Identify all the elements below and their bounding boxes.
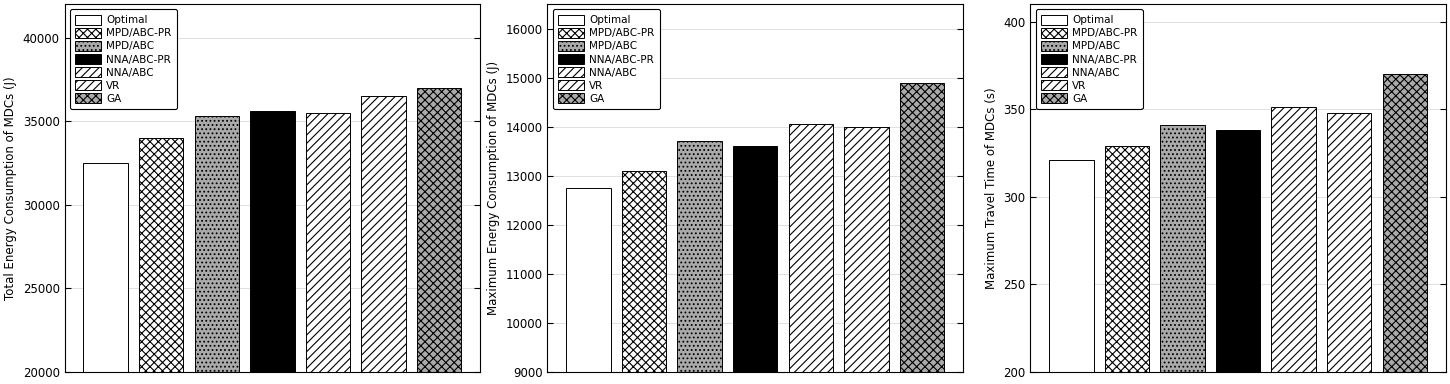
Bar (677, 141, 722, 372)
Legend: Optimal, MPD/ABC-PR, MPD/ABC, NNA/ABC-PR, NNA/ABC, VR, GA: Optimal, MPD/ABC-PR, MPD/ABC, NNA/ABC-PR… (552, 9, 660, 109)
Bar (194, 116, 239, 372)
Bar (361, 96, 406, 372)
Bar (567, 188, 610, 372)
Bar (1217, 130, 1260, 372)
Bar (1382, 74, 1427, 372)
Bar (622, 171, 667, 372)
Bar (84, 163, 128, 372)
Bar (1050, 160, 1093, 372)
Bar (306, 113, 349, 372)
Bar (734, 146, 777, 372)
Bar (1327, 113, 1372, 372)
Legend: Optimal, MPD/ABC-PR, MPD/ABC, NNA/ABC-PR, NNA/ABC, VR, GA: Optimal, MPD/ABC-PR, MPD/ABC, NNA/ABC-PR… (1035, 9, 1143, 109)
Bar (249, 111, 294, 372)
Bar (844, 127, 889, 372)
Bar (899, 83, 944, 372)
Bar (416, 88, 461, 372)
Bar (1160, 125, 1205, 372)
Bar (789, 124, 832, 372)
Y-axis label: Total Energy Consumption of MDCs (J): Total Energy Consumption of MDCs (J) (4, 76, 17, 300)
Bar (1105, 146, 1150, 372)
Y-axis label: Maximum Energy Consumption of MDCs (J): Maximum Energy Consumption of MDCs (J) (487, 61, 500, 315)
Legend: Optimal, MPD/ABC-PR, MPD/ABC, NNA/ABC-PR, NNA/ABC, VR, GA: Optimal, MPD/ABC-PR, MPD/ABC, NNA/ABC-PR… (70, 9, 177, 109)
Bar (139, 138, 184, 372)
Y-axis label: Maximum Travel Time of MDCs (s): Maximum Travel Time of MDCs (s) (985, 87, 998, 289)
Bar (1272, 108, 1315, 372)
